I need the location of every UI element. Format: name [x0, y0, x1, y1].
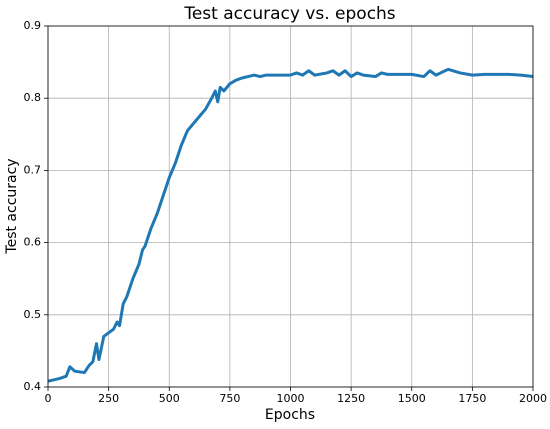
x-axis-label: Epochs — [265, 407, 315, 423]
x-tick-label: 1250 — [337, 392, 365, 405]
y-tick-label: 0.7 — [24, 163, 42, 176]
plot-frame — [47, 25, 534, 388]
x-tick-label: 1750 — [458, 392, 486, 405]
y-tick-label: 0.8 — [24, 91, 42, 104]
x-tick-label: 250 — [98, 392, 119, 405]
x-tick-label: 1000 — [277, 392, 305, 405]
y-tick-label: 0.6 — [24, 236, 42, 249]
x-tick-label: 1500 — [398, 392, 426, 405]
y-tick-label: 0.5 — [24, 308, 42, 321]
y-tick-label: 0.9 — [24, 19, 42, 32]
x-tick-label: 500 — [159, 392, 180, 405]
x-tick-label: 0 — [45, 392, 52, 405]
x-tick-label: 2000 — [519, 392, 547, 405]
y-axis-label: Test accuracy — [4, 158, 20, 254]
line — [47, 67, 534, 383]
x-tick-label: 750 — [219, 392, 240, 405]
y-tick-label: 0.4 — [24, 380, 42, 393]
chart-title: Test accuracy vs. epochs — [183, 4, 395, 24]
